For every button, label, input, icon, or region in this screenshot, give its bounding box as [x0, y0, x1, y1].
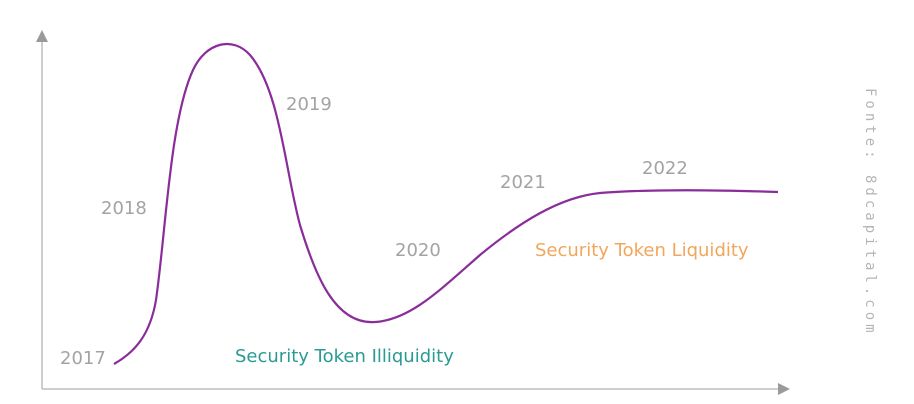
- annotation-liquidity: Security Token Liquidity: [535, 240, 749, 261]
- source-credit: Fonte: 8dcapital.com: [862, 88, 878, 337]
- hype-curve-line: [113, 42, 779, 365]
- year-label-2019: 2019: [286, 94, 332, 115]
- x-axis-arrow: [778, 383, 790, 395]
- year-label-2017: 2017: [60, 348, 106, 369]
- annotation-illiquidity: Security Token Illiquidity: [235, 346, 454, 367]
- year-labels: 2017 2018 2019 2020 2021 2022: [60, 94, 688, 369]
- year-label-2020: 2020: [395, 240, 441, 261]
- axes: [36, 30, 790, 395]
- year-label-2021: 2021: [500, 172, 546, 193]
- y-axis-arrow: [36, 30, 48, 42]
- year-label-2018: 2018: [101, 198, 147, 219]
- year-label-2022: 2022: [642, 158, 688, 179]
